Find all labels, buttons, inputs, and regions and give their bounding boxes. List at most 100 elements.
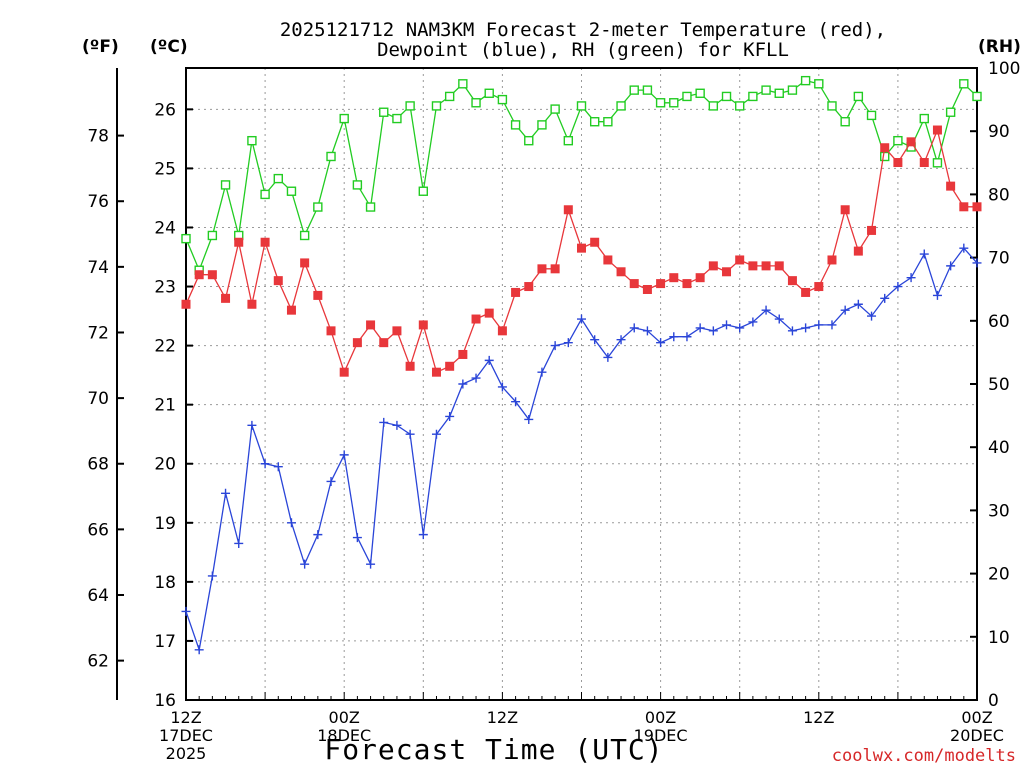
temperature-point — [366, 320, 376, 330]
temperature-point — [352, 338, 362, 348]
temperature-point — [801, 287, 811, 297]
rh-tick-label: 10 — [988, 628, 1010, 648]
celsius-tick-label: 22 — [154, 337, 176, 357]
dewpoint-point — [880, 293, 890, 303]
rh-point — [247, 135, 257, 146]
x-tick-label: 20DEC — [950, 726, 1004, 745]
temperature-point — [853, 246, 863, 256]
rh-point — [431, 101, 442, 111]
dewpoint-point — [537, 367, 547, 377]
temperature-point — [695, 273, 705, 283]
dewpoint-point — [445, 411, 455, 421]
dewpoint-point — [722, 320, 732, 330]
credit-link[interactable]: coolwx.com/modelts — [832, 746, 1016, 766]
rh-point — [893, 135, 903, 146]
rh-point — [379, 107, 389, 117]
dewpoint-point — [392, 420, 402, 430]
fahrenheit-tick-label: 76 — [87, 192, 109, 212]
fahrenheit-tick-label: 78 — [87, 127, 109, 147]
series — [181, 75, 982, 655]
dewpoint-point — [669, 332, 679, 342]
x-tick-label: 00Z — [961, 708, 992, 727]
rh-point — [972, 91, 982, 102]
celsius-unit-label: (ºC) — [150, 37, 188, 57]
temperature-point — [656, 279, 666, 289]
rh-point — [695, 88, 705, 98]
temperature-point — [221, 293, 231, 303]
dewpoint-point — [247, 420, 257, 430]
celsius-tick-label: 24 — [154, 218, 176, 238]
temperature-point — [629, 279, 639, 289]
temperature-point — [735, 255, 745, 265]
temperature-point — [590, 237, 600, 247]
dewpoint-point — [748, 317, 758, 327]
dewpoint-point — [431, 429, 441, 439]
temperature-series — [181, 125, 982, 377]
rh-point — [800, 75, 811, 86]
rh-point — [642, 85, 653, 95]
dewpoint-point — [366, 559, 376, 569]
dewpoint-point — [814, 320, 824, 330]
temperature-point — [471, 314, 481, 324]
x-tick-label: 12Z — [803, 708, 834, 727]
temperature-point — [247, 299, 257, 309]
temperature-point — [972, 202, 982, 212]
rh-tick-label: 100 — [988, 59, 1020, 79]
temperature-point — [761, 261, 771, 271]
dewpoint-point — [787, 326, 797, 336]
temperature-point — [959, 202, 969, 212]
rh-point — [392, 113, 402, 124]
dewpoint-point — [919, 249, 929, 259]
dewpoint-point — [563, 338, 573, 348]
rh-point — [524, 135, 534, 146]
x-axis-title: Forecast Time (UTC) — [324, 733, 663, 766]
rh-tick-label: 80 — [988, 185, 1010, 205]
fahrenheit-tick-label: 70 — [87, 389, 109, 409]
temperature-point — [748, 261, 758, 271]
rh-series — [181, 75, 982, 275]
rh-point — [919, 113, 929, 124]
temperature-point — [524, 282, 534, 292]
temperature-point — [577, 243, 586, 253]
rh-point — [418, 186, 428, 196]
temperature-point — [840, 205, 850, 215]
dewpoint-point — [313, 530, 323, 540]
dewpoint-point — [867, 311, 877, 321]
rh-point — [181, 233, 191, 244]
temperature-point — [774, 261, 784, 271]
dewpoint-point — [300, 559, 310, 569]
dewpoint-point — [405, 429, 415, 439]
dewpoint-point — [524, 414, 534, 424]
rh-point — [497, 94, 508, 105]
rh-point — [576, 101, 587, 111]
rh-point — [735, 101, 745, 111]
rh-point — [787, 85, 798, 95]
temperature-point — [445, 361, 455, 371]
temperature-point — [286, 305, 296, 315]
temperature-point — [787, 276, 797, 286]
rh-point — [880, 151, 890, 162]
rh-point — [207, 230, 218, 241]
rh-point — [458, 79, 468, 89]
temperature-point — [867, 225, 877, 235]
rh-point — [326, 151, 336, 162]
temperature-point — [893, 158, 903, 168]
dewpoint-point — [207, 571, 217, 581]
rh-point — [774, 88, 784, 98]
rh-point — [471, 98, 481, 108]
rh-point — [339, 113, 349, 124]
temperature-point — [550, 264, 560, 274]
dewpoint-point — [577, 314, 586, 324]
rh-tick-label: 60 — [988, 312, 1010, 332]
temperature-point — [497, 326, 507, 336]
celsius-tick-label: 19 — [154, 514, 176, 534]
dewpoint-point — [471, 373, 481, 383]
rh-point — [444, 91, 455, 102]
dewpoint-point — [339, 450, 349, 460]
temperature-point — [511, 287, 521, 297]
temperature-point — [616, 267, 626, 277]
celsius-tick-label: 20 — [154, 455, 176, 475]
fahrenheit-tick-label: 66 — [87, 520, 109, 540]
dewpoint-point — [511, 397, 521, 407]
rh-tick-label: 20 — [988, 565, 1010, 585]
